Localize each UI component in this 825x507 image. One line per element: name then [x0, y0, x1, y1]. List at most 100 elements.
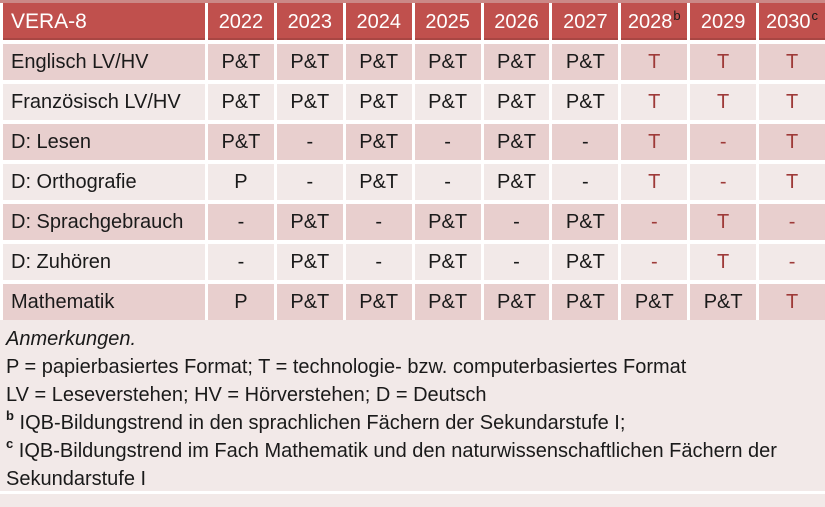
- table-cell: T: [690, 84, 757, 120]
- table-cell: -: [208, 244, 274, 280]
- table-cell: P&T: [483, 84, 550, 120]
- table-cell: T: [621, 84, 688, 120]
- table-cell: T: [759, 284, 825, 320]
- table-cell: P&T: [414, 84, 481, 120]
- table-cell: P&T: [483, 164, 550, 200]
- row-label: D: Zuhören: [3, 244, 205, 280]
- vera-table: VERA-8 2022 2023 2024 2025 2026 2027 2028 b 2029 2…: [0, 3, 825, 320]
- table-cell: P&T: [276, 84, 343, 120]
- column-header-2028: 2028 b: [621, 3, 688, 40]
- column-year: 2025: [425, 10, 470, 33]
- table-cell: -: [690, 164, 757, 200]
- table-cell: P&T: [345, 84, 412, 120]
- table-cell: T: [621, 44, 688, 80]
- table-cell: T: [759, 124, 825, 160]
- table-cell: P&T: [208, 124, 274, 160]
- column-header-2027: 2027: [552, 3, 619, 40]
- note-c-text: IQB-Bildungstrend im Fach Mathematik und…: [6, 440, 777, 490]
- column-year: 2029: [700, 10, 746, 33]
- table-cell: P&T: [552, 204, 619, 240]
- notes-section: Anmerkungen. P = papierbasiertes Format;…: [0, 320, 825, 494]
- table-cell: P&T: [414, 204, 481, 240]
- column-year: 2030: [766, 10, 811, 33]
- note-formats: P = papierbasiertes Format; T = technolo…: [6, 356, 687, 378]
- column-year: 2022: [218, 10, 264, 33]
- table-cell: P&T: [690, 284, 757, 320]
- table-cell: -: [414, 164, 481, 200]
- table-cell: -: [276, 164, 343, 200]
- table-cell: -: [690, 124, 757, 160]
- table-cell: P&T: [345, 124, 412, 160]
- table-cell: P&T: [621, 284, 688, 320]
- table-cell: T: [759, 84, 825, 120]
- table-title: VERA-8: [3, 3, 205, 40]
- table-cell: -: [208, 204, 274, 240]
- column-header-2026: 2026: [483, 3, 550, 40]
- row-label: D: Sprachgebrauch: [3, 204, 205, 240]
- note-c: c IQB-Bildungstrend im Fach Mathematik u…: [6, 437, 815, 493]
- table-cell: T: [621, 164, 688, 200]
- note-b: b IQB-Bildungstrend in den sprachlichen …: [6, 409, 815, 437]
- table-cell: P&T: [552, 44, 619, 80]
- table-cell: -: [552, 164, 619, 200]
- notes-heading: Anmerkungen.: [6, 328, 137, 350]
- table-cell: P&T: [414, 284, 481, 320]
- table-cell: P&T: [208, 44, 274, 80]
- table-cell: T: [759, 44, 825, 80]
- column-header-2023: 2023: [276, 3, 343, 40]
- column-year: 2026: [494, 10, 539, 33]
- table-cell: P&T: [276, 284, 343, 320]
- column-header-2025: 2025: [414, 3, 481, 40]
- table-cell: -: [759, 244, 825, 280]
- column-header-2029: 2029: [690, 3, 757, 40]
- table-cell: T: [621, 124, 688, 160]
- table-cell: -: [552, 124, 619, 160]
- table-cell: P&T: [208, 84, 274, 120]
- table-cell: P&T: [276, 204, 343, 240]
- table-cell: T: [759, 164, 825, 200]
- table-cell: P: [208, 284, 274, 320]
- column-year: 2023: [287, 10, 333, 33]
- table-cell: -: [414, 124, 481, 160]
- table-cell: T: [690, 204, 757, 240]
- table-cell: -: [345, 204, 412, 240]
- table-cell: P: [208, 164, 274, 200]
- table-cell: P&T: [414, 244, 481, 280]
- table-cell: P&T: [483, 44, 550, 80]
- table-cell: P&T: [276, 44, 343, 80]
- table-cell: -: [345, 244, 412, 280]
- table-cell: P&T: [552, 244, 619, 280]
- table-cell: -: [621, 204, 688, 240]
- table-cell: P&T: [483, 124, 550, 160]
- table-cell: P&T: [345, 284, 412, 320]
- table-cell: P&T: [414, 44, 481, 80]
- table-cell: -: [759, 204, 825, 240]
- row-label: D: Lesen: [3, 124, 205, 160]
- table-outer-border: [0, 0, 825, 3]
- table-cell: P&T: [483, 284, 550, 320]
- table-cell: P&T: [552, 284, 619, 320]
- table-cell: P&T: [552, 84, 619, 120]
- table-cell: T: [690, 244, 757, 280]
- row-label: Französisch LV/HV: [3, 84, 205, 120]
- table-cell: -: [276, 124, 343, 160]
- table-cell: P&T: [345, 164, 412, 200]
- column-header-2022: 2022: [208, 3, 274, 40]
- note-b-text: IQB-Bildungstrend in den sprachlichen Fä…: [19, 412, 626, 434]
- row-label: D: Orthografie: [3, 164, 205, 200]
- table-cell: P&T: [276, 244, 343, 280]
- note-abbreviations: LV = Leseverstehen; HV = Hörverstehen; D…: [6, 384, 487, 406]
- column-year: 2027: [563, 10, 608, 33]
- table-cell: -: [483, 204, 550, 240]
- table-cell: P&T: [345, 44, 412, 80]
- footnote-c-marker: c: [6, 436, 14, 452]
- table-cell: T: [690, 44, 757, 80]
- column-year: 2024: [356, 10, 401, 33]
- row-label: Mathematik: [3, 284, 205, 320]
- column-year: 2028: [627, 10, 673, 33]
- table-cell: -: [483, 244, 550, 280]
- column-header-2030: 2030 c: [759, 3, 825, 40]
- table-cell: -: [621, 244, 688, 280]
- column-header-2024: 2024: [345, 3, 412, 40]
